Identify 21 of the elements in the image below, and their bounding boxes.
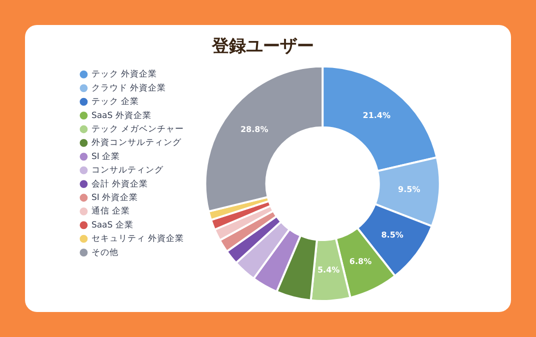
legend-label: SI 企業 xyxy=(91,150,120,162)
legend-label: 通信 企業 xyxy=(91,206,130,217)
legend-label: 外資コンサルティング xyxy=(91,137,182,148)
legend-label: コンサルティング xyxy=(91,164,164,176)
legend-label: SI 外資企業 xyxy=(91,192,138,203)
legend-label: SaaS 企業 xyxy=(91,219,134,230)
data-label: 28.8% xyxy=(240,125,268,134)
legend-label: その他 xyxy=(91,246,118,258)
data-label: 6.8% xyxy=(349,256,372,266)
legend-label: テック 外資企業 xyxy=(91,68,158,80)
legend-label: セキュリティ 外資企業 xyxy=(91,233,184,244)
chart-title: 登録ユーザー xyxy=(211,36,314,57)
legend-label: テック メガベンチャー xyxy=(91,124,184,134)
data-label: 9.5% xyxy=(398,185,420,194)
legend-label: 会計 外資企業 xyxy=(91,178,148,190)
data-label: 21.4% xyxy=(362,110,391,120)
legend-label: SaaS 外資企業 xyxy=(91,110,152,121)
data-label: 8.5% xyxy=(381,230,404,240)
legend-label: テック 企業 xyxy=(91,96,140,108)
legend-label: クラウド 外資企業 xyxy=(91,82,166,94)
data-label: 5.4% xyxy=(317,265,340,274)
